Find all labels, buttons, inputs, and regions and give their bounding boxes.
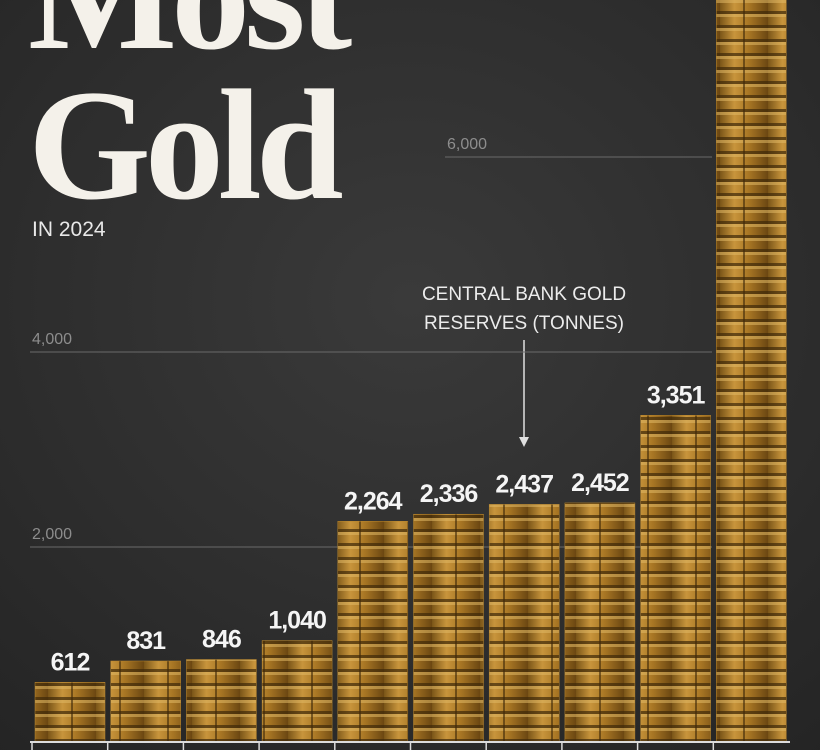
subtitle: IN 2024 <box>32 218 106 241</box>
annotation: RESERVES (TONNES) <box>424 313 624 334</box>
value-label: 2,336 <box>420 480 478 508</box>
value-label: 2,264 <box>344 487 403 515</box>
value-label: 2,452 <box>571 469 629 497</box>
value-label: 2,437 <box>495 470 553 498</box>
bar <box>716 0 787 743</box>
annotation-arrowhead <box>519 437 529 447</box>
value-label: 3,351 <box>647 381 706 409</box>
bar <box>34 682 106 743</box>
y-tick-label: 6,000 <box>447 136 487 153</box>
y-tick-label: 4,000 <box>32 331 72 348</box>
bar <box>564 502 636 743</box>
value-label: 831 <box>126 627 166 655</box>
bar <box>110 660 181 743</box>
bar <box>261 640 333 743</box>
y-tick-label: 2,000 <box>32 526 72 543</box>
chart-title: Gold <box>28 58 343 233</box>
chart-title: Most <box>28 0 352 83</box>
bar <box>337 521 409 743</box>
value-label: 1,040 <box>268 607 326 635</box>
bar <box>640 415 711 743</box>
bar <box>413 513 484 743</box>
annotation: CENTRAL BANK GOLD <box>422 284 626 305</box>
value-label: 846 <box>202 626 241 654</box>
bar <box>186 659 257 743</box>
value-label: 612 <box>51 648 90 676</box>
bar <box>488 504 560 743</box>
